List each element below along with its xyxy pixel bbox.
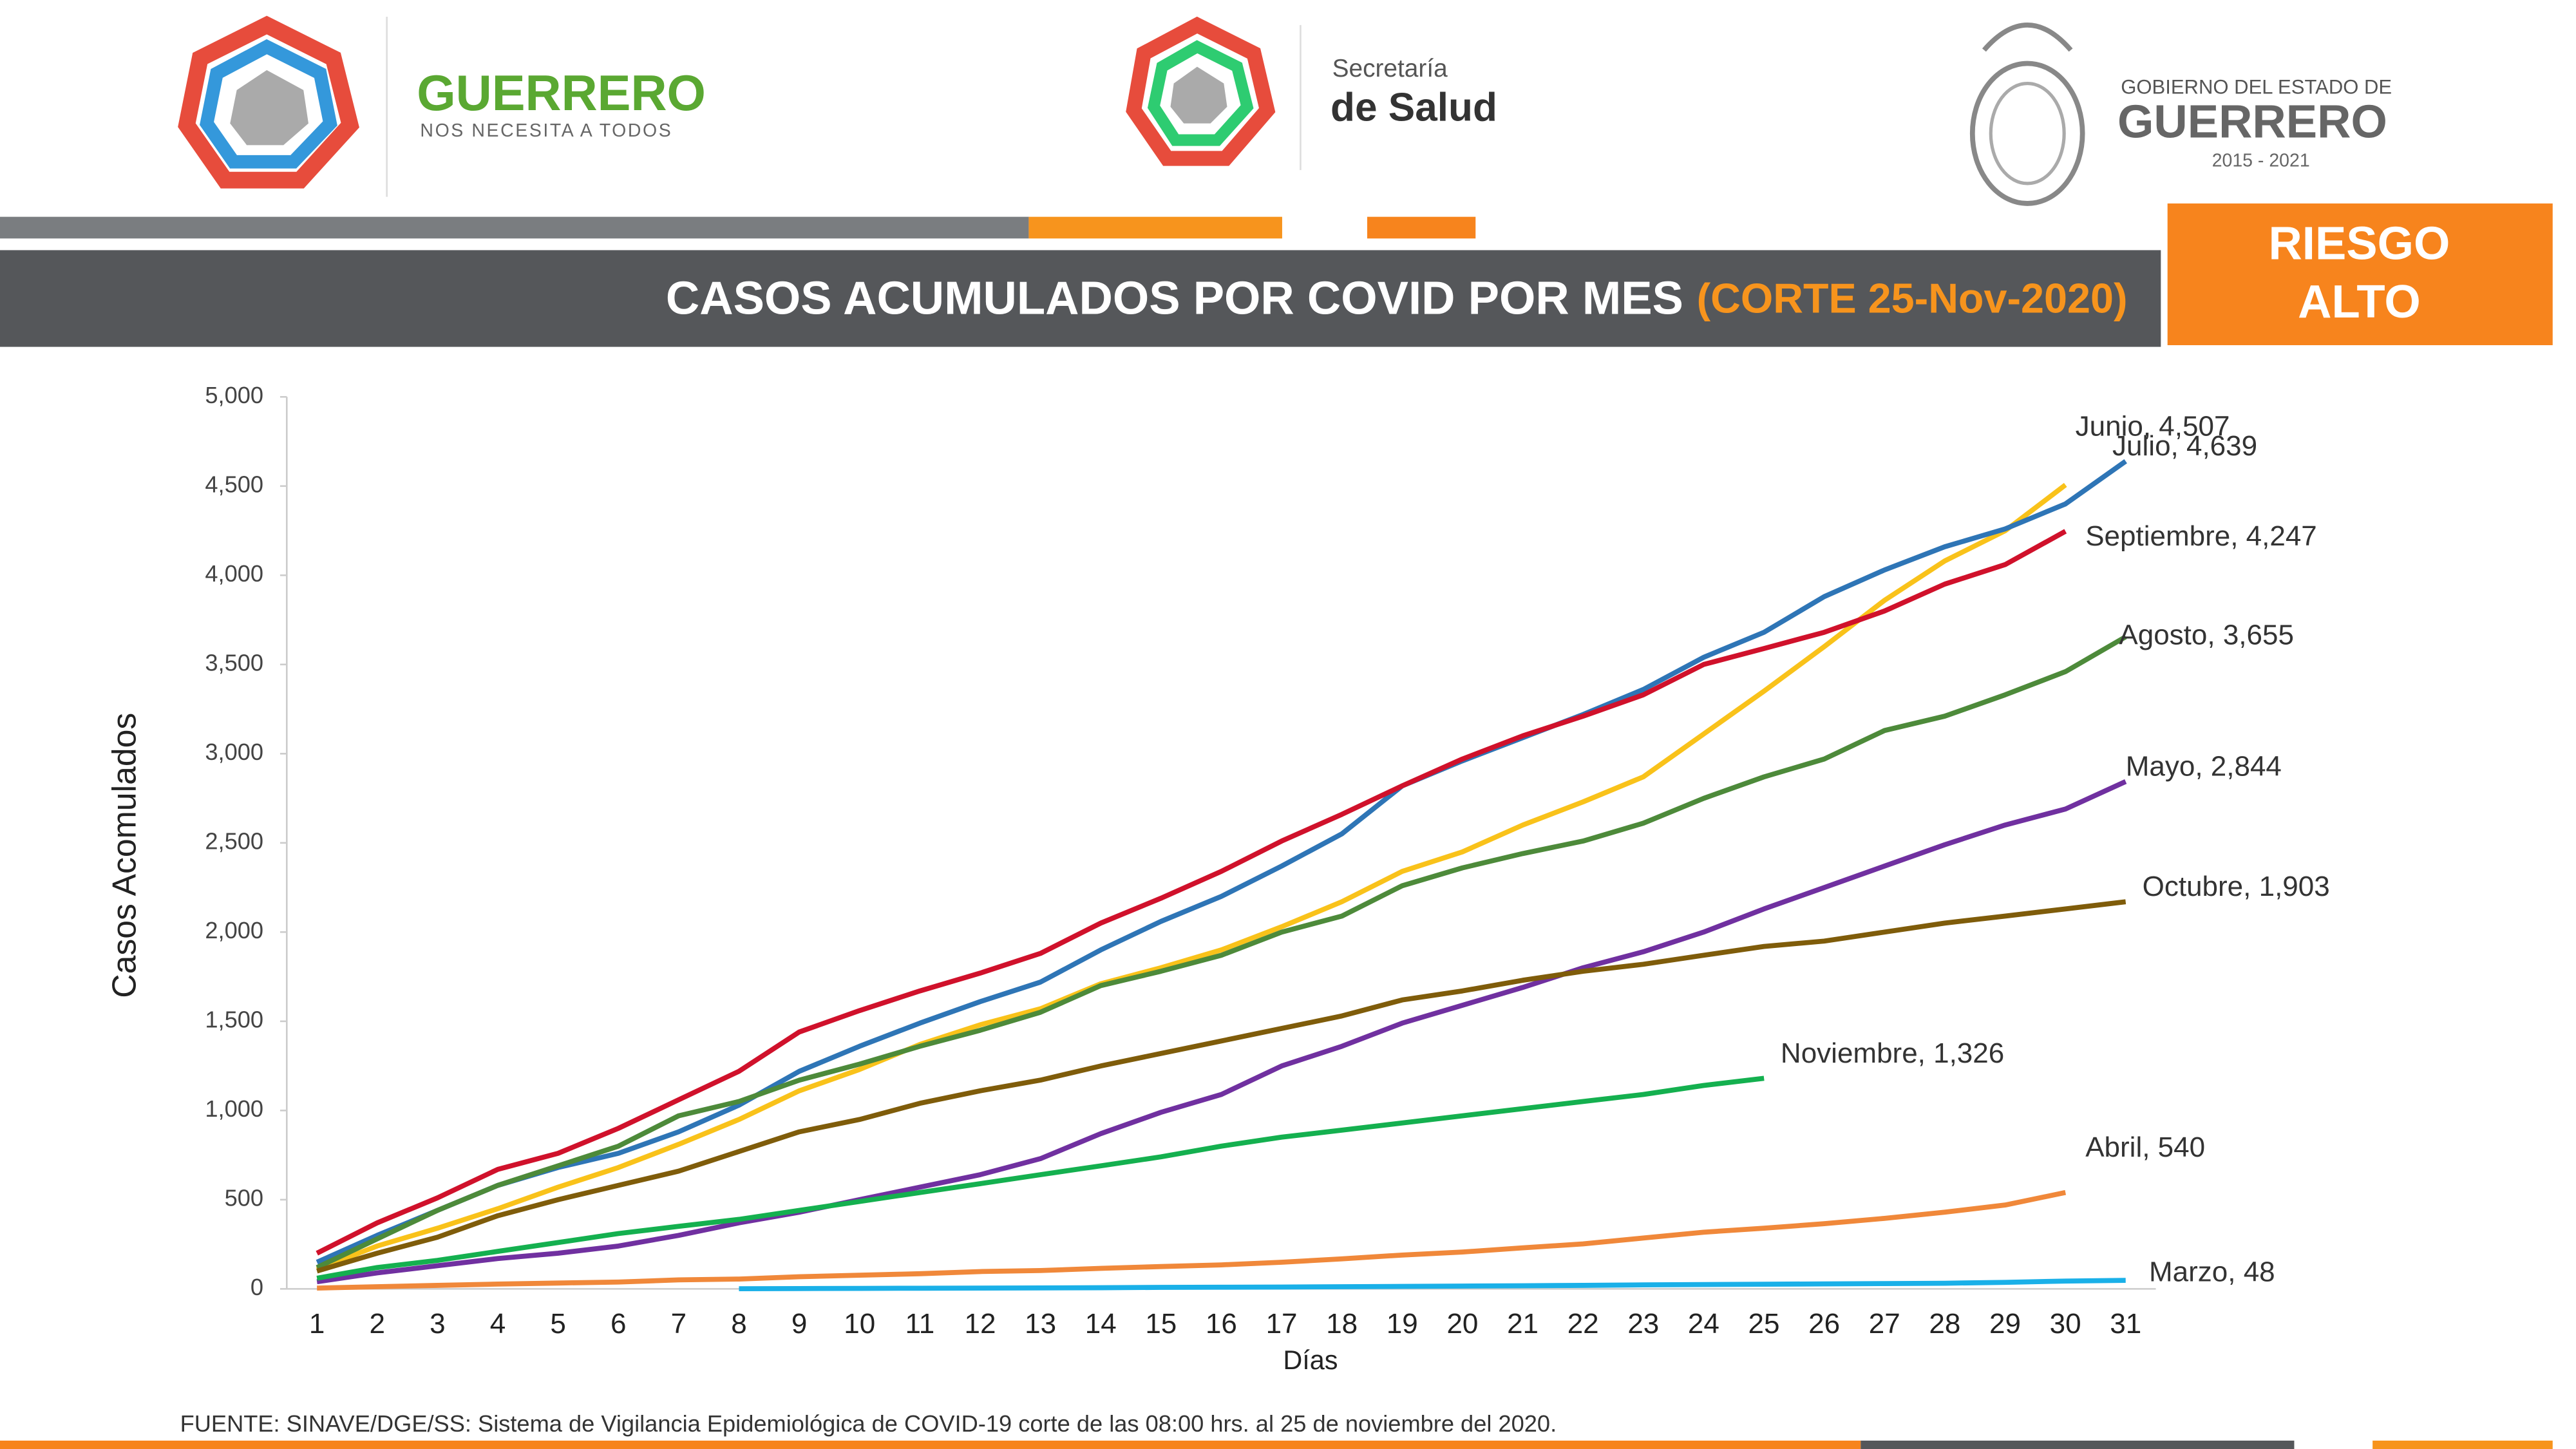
x-tick-label: 3 xyxy=(430,1308,445,1340)
x-tick-label: 21 xyxy=(1507,1308,1539,1340)
x-tick-label: 12 xyxy=(964,1308,996,1340)
series-label: Septiembre, 4,247 xyxy=(2085,520,2317,552)
stripe xyxy=(1028,216,1282,239)
brand: GUERRERO xyxy=(417,66,706,121)
risk-line2: ALTO xyxy=(2298,276,2421,328)
gov-line2: GUERRERO xyxy=(2117,95,2387,147)
series-line xyxy=(739,1278,2126,1291)
y-axis-label: Casos Acomulados xyxy=(105,713,142,998)
stripe xyxy=(1367,216,1476,239)
x-tick-label: 27 xyxy=(1869,1308,1900,1340)
series-label: Marzo, 48 xyxy=(2149,1256,2275,1287)
y-tick-label: 1,000 xyxy=(205,1095,263,1122)
y-tick-label: 0 xyxy=(251,1274,263,1300)
series-label: Noviembre, 1,326 xyxy=(1781,1037,2004,1069)
x-tick-label: 6 xyxy=(611,1308,626,1340)
x-tick-label: 22 xyxy=(1567,1308,1599,1340)
x-tick-label: 30 xyxy=(2050,1308,2081,1340)
x-tick-label: 4 xyxy=(490,1308,506,1340)
x-axis-label: Días xyxy=(1283,1345,1338,1375)
risk-line1: RIESGO xyxy=(2268,217,2450,269)
gov-line1: GOBIERNO DEL ESTADO DE xyxy=(2121,76,2392,99)
x-tick-label: 15 xyxy=(1145,1308,1177,1340)
salud-logo xyxy=(1126,16,1276,166)
x-tick-label: 11 xyxy=(905,1308,934,1340)
x-tick-label: 18 xyxy=(1326,1308,1358,1340)
series-line xyxy=(316,899,2126,1274)
y-tick-label: 4,500 xyxy=(205,471,263,497)
y-tick-label: 3,000 xyxy=(205,739,263,765)
x-tick-label: 31 xyxy=(2110,1308,2141,1340)
x-tick-label: 9 xyxy=(791,1308,807,1340)
y-tick-label: 5,000 xyxy=(205,382,263,408)
series-line xyxy=(317,1189,2067,1291)
source: FUENTE: SINAVE/DGE/SS: Sistema de Vigila… xyxy=(180,1410,1557,1437)
series-line xyxy=(316,459,2127,1265)
x-tick-label: 14 xyxy=(1085,1308,1117,1340)
x-tick-label: 24 xyxy=(1688,1308,1719,1340)
x-tick-label: 28 xyxy=(1929,1308,1960,1340)
x-tick-label: 19 xyxy=(1387,1308,1418,1340)
series-line xyxy=(316,529,2067,1256)
x-tick-label: 2 xyxy=(369,1308,384,1340)
x-tick-label: 16 xyxy=(1206,1308,1237,1340)
series-line xyxy=(316,482,2067,1272)
x-tick-label: 23 xyxy=(1627,1308,1659,1340)
risk-box xyxy=(2167,203,2553,346)
guerrero-logo xyxy=(178,15,359,189)
salud-line1: Secretaría xyxy=(1332,55,1448,82)
x-tick-label: 25 xyxy=(1748,1308,1780,1340)
slogan: NOS NECESITA A TODOS xyxy=(420,120,672,141)
x-tick-label: 8 xyxy=(731,1308,746,1340)
stripe xyxy=(1861,1440,2295,1449)
x-tick-label: 1 xyxy=(309,1308,325,1340)
y-tick-label: 3,500 xyxy=(205,649,263,676)
y-tick-label: 2,000 xyxy=(205,917,263,943)
gov-years: 2015 - 2021 xyxy=(2212,151,2310,171)
series-line xyxy=(316,634,2127,1270)
series-label: Junio, 4,507 xyxy=(2076,410,2230,442)
x-tick-label: 26 xyxy=(1808,1308,1840,1340)
series-label: Julio, 4,639 xyxy=(2112,430,2257,462)
series-label: Abril, 540 xyxy=(2085,1132,2205,1163)
chart-subtitle: (CORTE 25-Nov-2020) xyxy=(1697,275,2128,322)
title-bar xyxy=(0,250,2161,347)
x-tick-label: 17 xyxy=(1266,1308,1298,1340)
salud-line2: de Salud xyxy=(1331,85,1497,129)
series-label: Octubre, 1,903 xyxy=(2143,871,2330,902)
x-tick-label: 29 xyxy=(1989,1308,2021,1340)
stripe xyxy=(0,1440,1861,1449)
y-tick-label: 2,500 xyxy=(205,828,263,854)
series-line xyxy=(316,779,2127,1285)
series-label: Agosto, 3,655 xyxy=(2119,619,2294,650)
x-tick-label: 13 xyxy=(1025,1308,1056,1340)
y-tick-label: 1,500 xyxy=(205,1006,263,1032)
stripe xyxy=(0,216,1029,239)
stripe xyxy=(2372,1440,2553,1449)
x-tick-label: 20 xyxy=(1446,1308,1478,1340)
series-line xyxy=(316,1075,1765,1281)
x-tick-label: 10 xyxy=(844,1308,875,1340)
x-tick-label: 5 xyxy=(550,1308,565,1340)
y-tick-label: 4,000 xyxy=(205,560,263,587)
state-shield xyxy=(1969,23,2085,206)
y-tick-label: 500 xyxy=(225,1184,263,1211)
chart-title-group: CASOS ACUMULADOS POR COVID POR MES (CORTE… xyxy=(666,272,2128,325)
chart-title: CASOS ACUMULADOS POR COVID POR MES xyxy=(666,272,1683,325)
x-tick-label: 7 xyxy=(671,1308,687,1340)
series-label: Mayo, 2,844 xyxy=(2126,750,2282,782)
